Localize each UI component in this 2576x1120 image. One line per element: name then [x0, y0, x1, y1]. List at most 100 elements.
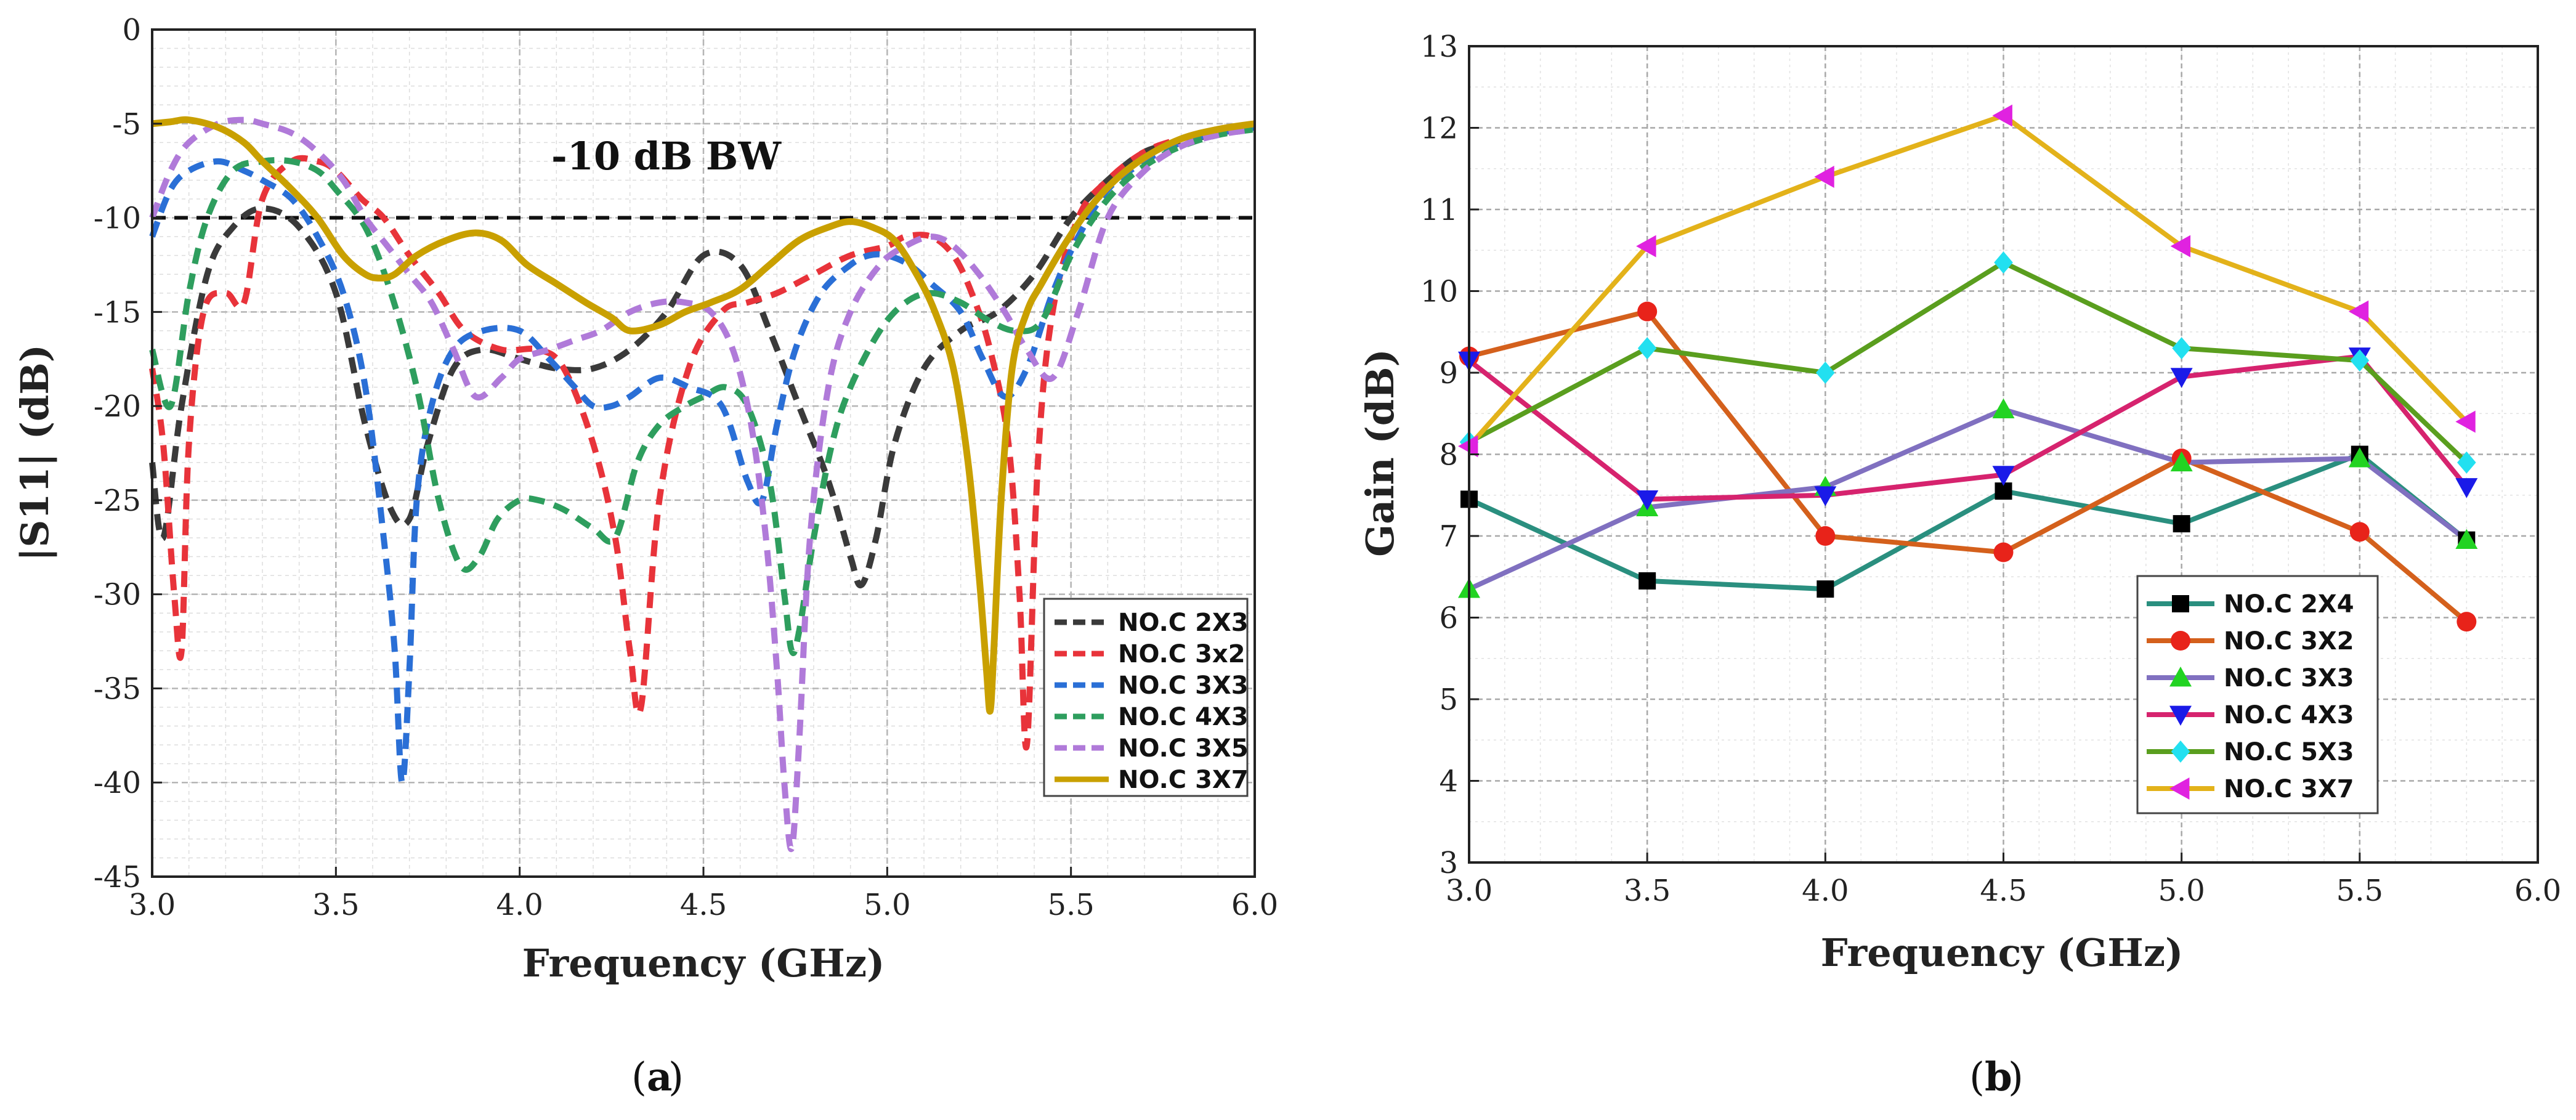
series-line-no-c-3x2 — [149, 124, 1255, 750]
data-point-no-c-3x2 — [1993, 542, 2014, 562]
x-axis-title-a: Frequency (GHz) — [522, 941, 885, 986]
legend-marker — [2169, 777, 2190, 800]
legend-label: NO.C 3X3 — [1118, 672, 1249, 700]
x-tick-label: 3.5 — [312, 888, 359, 922]
data-point-no-c-3x2 — [2457, 612, 2477, 632]
series-a — [149, 116, 1255, 853]
x-tick-label: 3.0 — [1446, 874, 1493, 908]
legend-label: NO.C 3X2 — [2224, 627, 2354, 655]
data-point-no-c-4x3 — [1992, 466, 2015, 486]
x-tick-label: 5.5 — [2336, 874, 2383, 908]
x-axis-title-b: Frequency (GHz) — [1821, 930, 2184, 975]
y-tick-label: 9 — [1439, 356, 1458, 391]
legend-marker — [2172, 595, 2189, 612]
y-tick-label: 13 — [1420, 30, 1458, 64]
panel-b-gain-chart: 3.0 3.5 4.0 4.5 5.0 5.5 6.0 3 4 5 6 7 8 9 10 11 12 13 Fre… — [1358, 30, 2561, 1100]
x-tick-label: 5.0 — [2158, 874, 2205, 908]
data-point-no-c-5x3 — [2172, 337, 2191, 360]
x-tick-label: 3.5 — [1624, 874, 1671, 908]
x-tick-label: 6.0 — [1231, 888, 1278, 922]
data-point-no-c-3x2 — [1815, 526, 1836, 546]
ticks-b: 3.0 3.5 4.0 4.5 5.0 5.5 6.0 3 4 5 6 7 8 9 10 11 12 13 — [1420, 30, 2561, 908]
x-tick-label: 5.0 — [864, 888, 910, 922]
data-point-no-c-2x4 — [1638, 572, 1656, 590]
x-tick-label: 3.0 — [129, 888, 176, 922]
legend-label: NO.C 3x2 — [1118, 640, 1245, 668]
series-line-no-c-3x3 — [149, 124, 1255, 786]
legend-marker — [2171, 741, 2190, 763]
data-point-no-c-4x3 — [1636, 490, 1659, 511]
y-tick-label: -5 — [112, 107, 141, 142]
y-tick-label: -10 — [94, 201, 141, 236]
y-tick-label: 12 — [1420, 112, 1458, 146]
data-point-no-c-3x3 — [2455, 529, 2478, 550]
legend-label: NO.C 3X7 — [2224, 775, 2354, 803]
y-tick-label: -40 — [94, 766, 141, 800]
x-tick-label: 4.5 — [680, 888, 727, 922]
y-tick-label: -20 — [94, 389, 141, 424]
data-point-no-c-4x3 — [2455, 478, 2478, 498]
ticks-a: 3.0 3.5 4.0 4.5 5.0 5.5 6.0 0 -5 -10 -15 -20 -25 -30 -… — [94, 13, 1278, 922]
y-tick-label: 11 — [1420, 193, 1458, 227]
panel-a-s11-chart: 3.0 3.5 4.0 4.5 5.0 5.5 6.0 0 -5 -10 -15 -20 -25 -30 -… — [12, 13, 1278, 1100]
legend-box-b — [2136, 575, 2379, 814]
legend-label: NO.C 5X3 — [2224, 738, 2354, 766]
data-point-no-c-5x3 — [1994, 251, 2013, 274]
y-tick-label: 4 — [1439, 765, 1458, 799]
legend-marker — [2171, 631, 2190, 651]
data-point-no-c-5x3 — [1637, 337, 1657, 360]
series-line-no-c-4x3 — [149, 126, 1255, 657]
legend-b: NO.C 2X4 NO.C 3X2 NO.C 3X3 NO.C 4X3 NO.C 5X3… — [2136, 575, 2379, 814]
data-point-no-c-3x7 — [2455, 410, 2476, 433]
data-point-no-c-3x7 — [2348, 300, 2369, 323]
legend-a: NO.C 2X3 NO.C 3x2 NO.C 3X3 NO.C 4X3 NO.C 3X5… — [1043, 598, 1249, 797]
data-point-no-c-3x7 — [1636, 235, 1656, 258]
y-tick-label: -45 — [94, 860, 141, 895]
data-point-no-c-3x7 — [1814, 166, 1834, 188]
data-point-no-c-5x3 — [2457, 451, 2476, 474]
data-point-no-c-3x2 — [2349, 522, 2370, 542]
x-tick-label: 6.0 — [2514, 874, 2561, 908]
y-tick-label: 3 — [1439, 846, 1458, 880]
legend-box-a — [1043, 598, 1249, 797]
data-point-no-c-5x3 — [1816, 362, 1835, 384]
legend-label: NO.C 3X5 — [1118, 734, 1249, 763]
legend-marker — [2169, 705, 2192, 726]
y-axis-title-b: Gain (dB) — [1358, 349, 1403, 557]
y-tick-label: 10 — [1420, 275, 1458, 309]
legend-label: NO.C 2X4 — [2224, 590, 2354, 619]
y-tick-label: -30 — [94, 578, 141, 612]
svg-text:(: ( — [1969, 1055, 1985, 1100]
data-point-no-c-2x4 — [2173, 515, 2190, 533]
y-tick-label: 5 — [1439, 683, 1458, 717]
svg-text:(: ( — [631, 1055, 647, 1100]
y-axis-title-a: |S11| (dB) — [12, 344, 57, 561]
data-point-no-c-3x7 — [1992, 104, 2012, 127]
y-tick-label: -25 — [94, 484, 141, 518]
y-tick-label: -35 — [94, 672, 141, 706]
legend-marker — [2169, 667, 2192, 687]
data-point-no-c-2x4 — [1817, 580, 1834, 598]
x-tick-label: 4.0 — [496, 888, 543, 922]
y-tick-label: 6 — [1439, 601, 1458, 636]
legend-label: NO.C 2X3 — [1118, 609, 1249, 637]
series-line-no-c-2x3 — [149, 124, 1255, 589]
data-point-no-c-4x3 — [1814, 486, 1837, 506]
data-point-no-c-3x2 — [1637, 301, 1658, 322]
series-line-no-c-3x5 — [149, 116, 1255, 853]
data-point-no-c-4x3 — [2170, 368, 2193, 388]
svg-text:): ) — [668, 1055, 684, 1100]
y-tick-label: -15 — [94, 295, 141, 330]
legend-label: NO.C 4X3 — [1118, 703, 1249, 731]
panel-label-b: ( b ) — [1969, 1054, 2023, 1100]
legend-label: NO.C 3X7 — [1118, 766, 1249, 794]
legend-label: NO.C 4X3 — [2224, 701, 2354, 729]
y-tick-label: 0 — [122, 13, 141, 47]
data-point-no-c-5x3 — [2350, 349, 2370, 372]
legend-label: NO.C 3X3 — [2224, 664, 2354, 692]
x-tick-label: 4.5 — [1980, 874, 2027, 908]
data-point-no-c-3x3 — [2170, 451, 2193, 472]
y-tick-label: 7 — [1439, 519, 1458, 554]
svg-text:b: b — [1985, 1054, 2012, 1100]
